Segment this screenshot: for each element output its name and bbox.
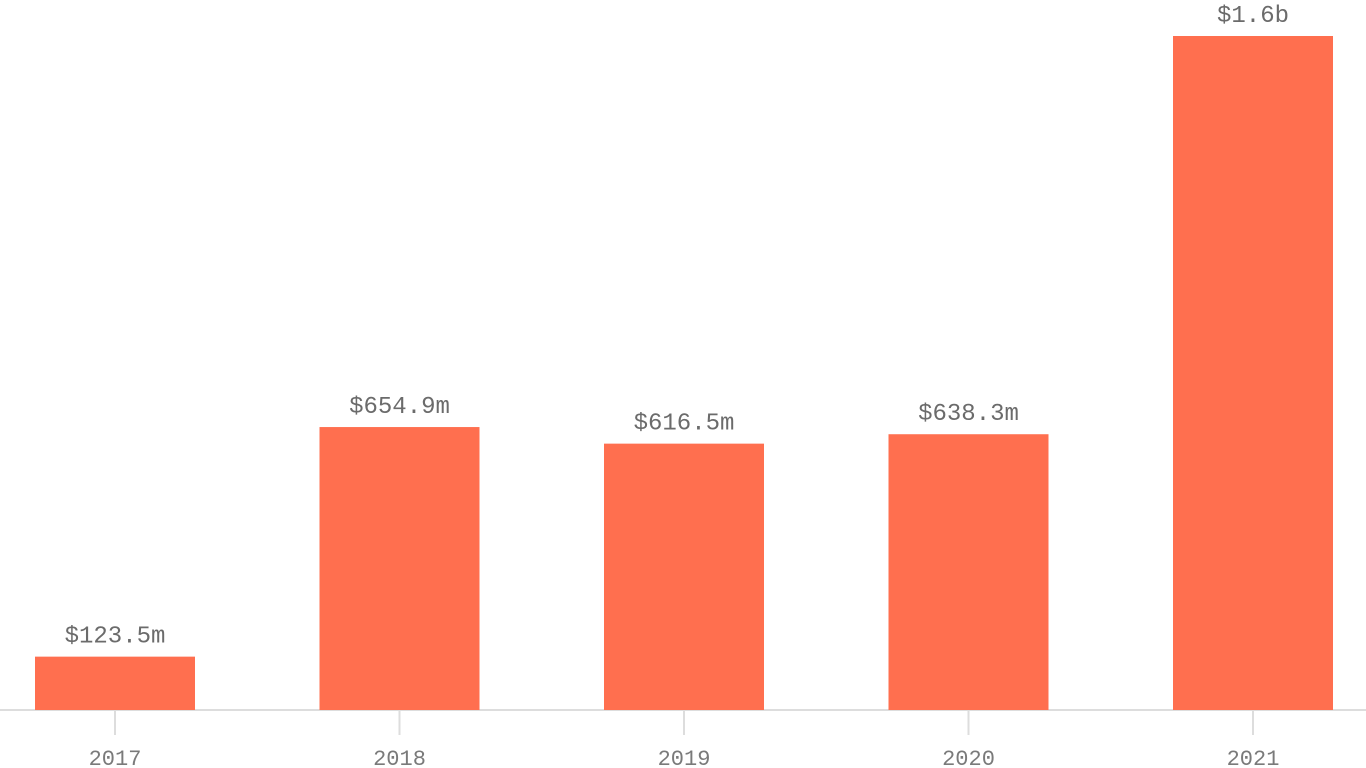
- x-tick-label: 2019: [658, 747, 711, 768]
- value-label: $616.5m: [634, 411, 735, 438]
- bar: [604, 443, 764, 710]
- bar: [888, 434, 1049, 710]
- x-tick-label: 2018: [373, 747, 426, 768]
- value-label: $654.9m: [349, 394, 450, 421]
- x-tick-label: 2021: [1227, 747, 1280, 768]
- value-label: $638.3m: [918, 401, 1019, 428]
- value-label: $123.5m: [65, 624, 166, 651]
- x-tick-label: 2017: [89, 747, 142, 768]
- value-label: $1.6b: [1217, 3, 1289, 30]
- x-tick-label: 2020: [942, 747, 995, 768]
- bar: [319, 427, 480, 710]
- bar: [35, 656, 195, 710]
- bar: [1173, 36, 1333, 710]
